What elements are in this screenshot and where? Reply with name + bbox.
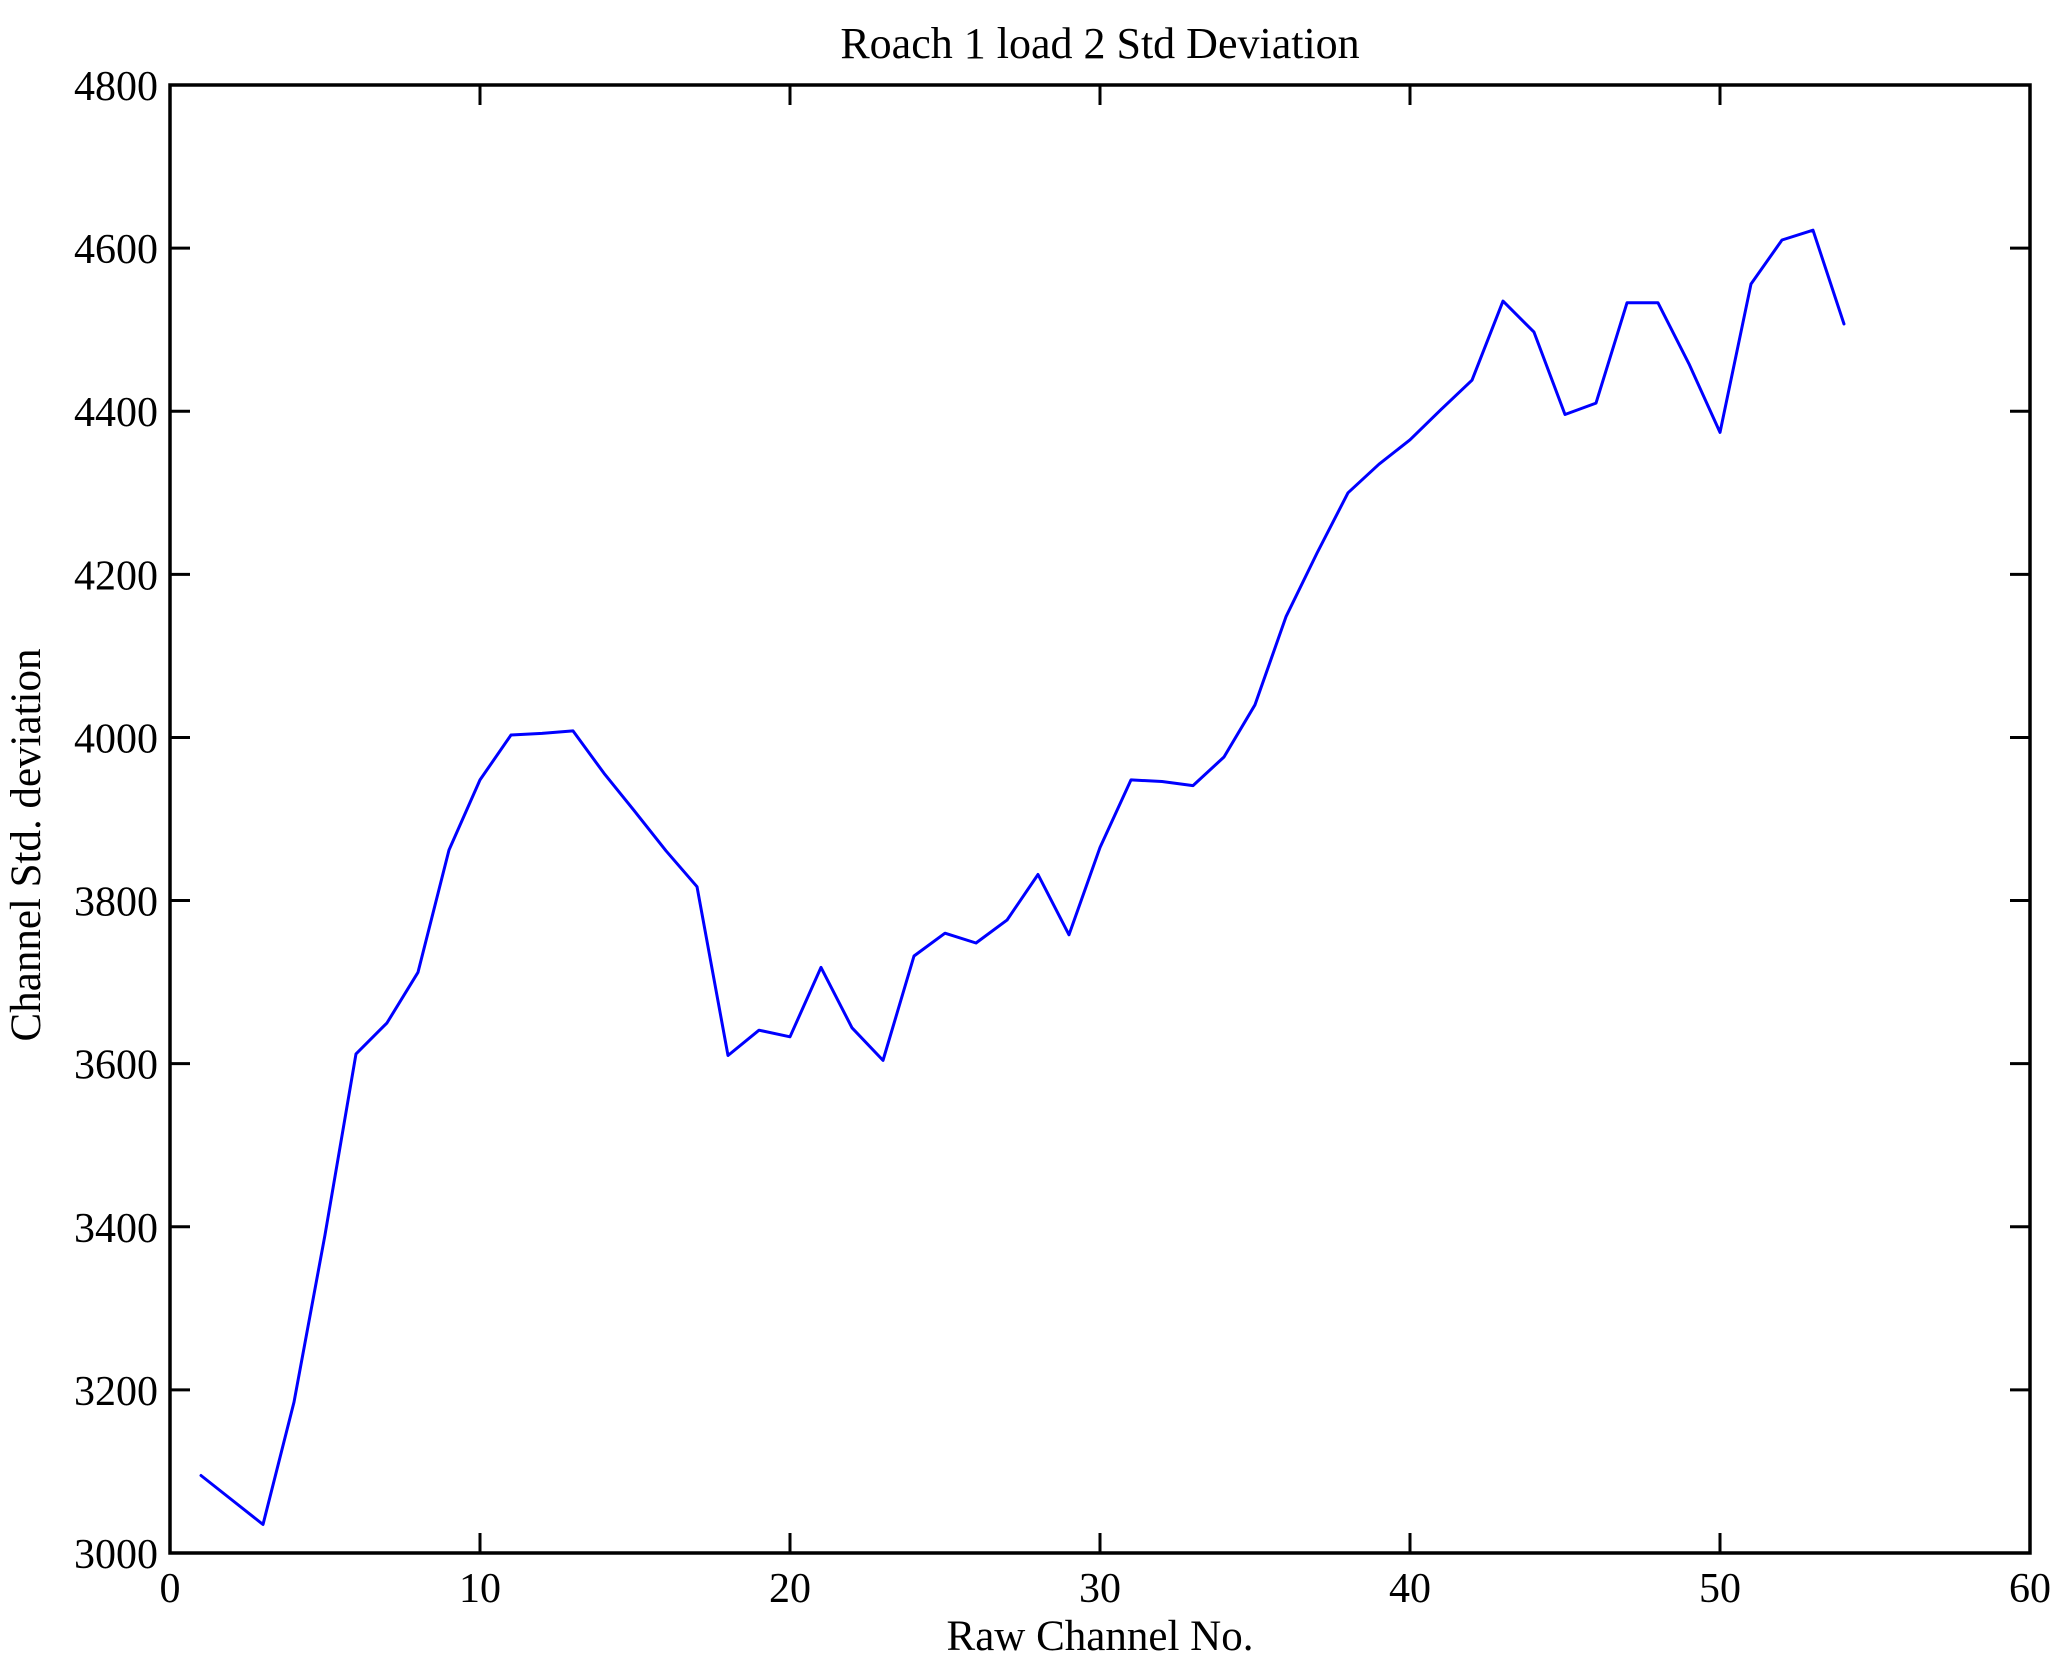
y-tick-label: 4600: [74, 227, 158, 273]
y-tick-label: 3800: [74, 880, 158, 926]
y-tick-label: 3000: [74, 1532, 158, 1578]
x-tick-label: 10: [459, 1566, 501, 1612]
x-tick-label: 60: [2009, 1566, 2051, 1612]
x-axis-label: Raw Channel No.: [947, 1613, 1254, 1660]
x-tick-label: 50: [1699, 1566, 1741, 1612]
axes-box: [168, 83, 2032, 1555]
y-tick-label: 3200: [74, 1369, 158, 1415]
y-axis-label: Channel Std. deviation: [3, 649, 50, 1042]
chart-title: Roach 1 load 2 Std Deviation: [840, 19, 1359, 68]
y-tick-label: 3600: [74, 1043, 158, 1089]
x-tick-label: 30: [1079, 1566, 1121, 1612]
x-tick-label: 40: [1389, 1566, 1431, 1612]
data-line: [199, 228, 1846, 1526]
y-tick-label: 4400: [74, 390, 158, 436]
y-tick-label: 4000: [74, 716, 158, 762]
y-tick-label: 4200: [74, 553, 158, 599]
y-tick-label: 4800: [74, 64, 158, 110]
x-tick-label: 20: [769, 1566, 811, 1612]
plot-content: 0 10 20 30 40 50 60 3000 3200 3400 3600 3800 4000 420…: [74, 64, 2051, 1612]
x-tick-label: 0: [160, 1566, 181, 1612]
y-tick-label: 3400: [74, 1206, 158, 1252]
